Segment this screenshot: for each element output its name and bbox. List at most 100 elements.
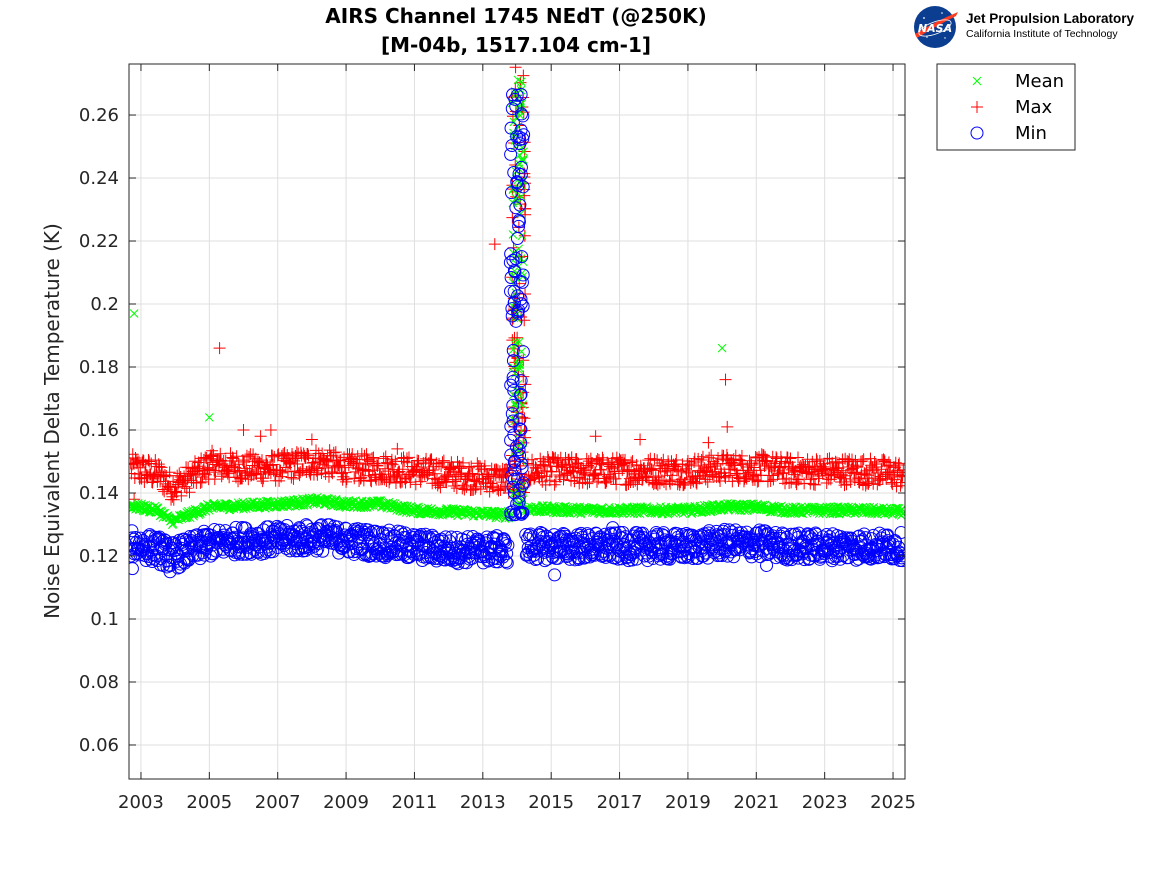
x-tick-label: 2017 <box>597 792 643 813</box>
legend-label: Max <box>1015 97 1053 118</box>
max-point <box>791 473 804 486</box>
max-point <box>236 472 249 485</box>
max-point <box>485 462 498 475</box>
logo-suborg: California Institute of Technology <box>966 28 1118 40</box>
max-point <box>747 468 760 481</box>
x-tick-label: 2021 <box>733 792 779 813</box>
max-point <box>169 481 182 494</box>
jpl-logo: NASA Jet Propulsion Laboratory Californi… <box>912 4 1162 50</box>
max-point <box>276 466 289 479</box>
max-point <box>461 470 474 483</box>
y-tick-label: 0.08 <box>79 672 119 693</box>
max-point <box>433 457 446 470</box>
max-point <box>275 449 288 462</box>
mean-point <box>751 502 761 512</box>
max-point <box>649 471 662 484</box>
max-point <box>474 483 487 496</box>
max-point <box>829 455 842 468</box>
max-point <box>155 461 168 474</box>
max-point <box>421 469 434 482</box>
max-point <box>685 457 698 470</box>
max-point <box>714 474 727 487</box>
max-point <box>443 463 456 476</box>
series-mean <box>129 75 905 530</box>
max-point <box>559 452 572 465</box>
series-max <box>129 64 905 506</box>
max-point <box>589 467 602 480</box>
max-spike-point <box>518 229 531 242</box>
max-point <box>725 456 738 469</box>
max-point <box>783 477 796 490</box>
y-tick-label: 0.06 <box>79 735 119 756</box>
max-point <box>823 452 836 465</box>
chart-subtitle: [M-04b, 1517.104 cm-1] <box>381 33 651 57</box>
max-point <box>832 462 845 475</box>
y-tick-label: 0.1 <box>90 609 119 630</box>
max-point <box>409 478 422 491</box>
max-outlier <box>305 433 318 446</box>
y-tick-label: 0.16 <box>79 420 119 441</box>
max-point <box>351 461 364 474</box>
max-point <box>285 471 298 484</box>
max-point <box>888 473 901 486</box>
max-point <box>340 475 353 488</box>
max-point <box>878 454 891 467</box>
max-point <box>478 459 491 472</box>
max-point <box>283 457 296 470</box>
max-point <box>196 470 209 483</box>
max-point <box>851 460 864 473</box>
max-point <box>163 466 176 479</box>
max-point <box>214 447 227 460</box>
max-point <box>558 469 571 482</box>
max-point <box>129 452 142 465</box>
max-point <box>745 459 758 472</box>
max-spike-point <box>506 211 519 224</box>
max-point <box>755 448 768 461</box>
max-point <box>784 452 797 465</box>
max-point <box>789 475 802 488</box>
max-point <box>808 462 821 475</box>
max-point <box>621 465 634 478</box>
max-point <box>205 450 218 463</box>
max-point <box>680 466 693 479</box>
max-point <box>468 475 481 488</box>
x-tick-label: 2011 <box>392 792 438 813</box>
max-spike-point <box>518 314 531 327</box>
max-point <box>449 475 462 488</box>
max-point <box>238 456 251 469</box>
max-point <box>440 476 453 489</box>
mean-point <box>572 502 581 512</box>
max-spike-point <box>519 288 532 301</box>
max-point <box>492 484 505 497</box>
max-point <box>287 472 300 485</box>
max-point <box>225 454 238 467</box>
max-point <box>301 448 314 461</box>
max-point <box>316 447 329 460</box>
max-point <box>379 450 392 463</box>
max-point <box>877 453 890 466</box>
max-point <box>309 444 322 457</box>
max-point <box>874 470 887 483</box>
max-point <box>335 467 348 480</box>
y-tick-label: 0.22 <box>79 231 119 252</box>
max-point <box>187 476 200 489</box>
max-point <box>761 475 774 488</box>
max-point <box>567 465 580 478</box>
max-point <box>266 458 279 471</box>
max-point <box>859 468 872 481</box>
max-point <box>478 463 491 476</box>
max-point <box>437 454 450 467</box>
max-point <box>195 475 208 488</box>
max-point <box>569 460 582 473</box>
max-point <box>595 457 608 470</box>
max-point <box>340 473 353 486</box>
max-point <box>645 463 658 476</box>
max-point <box>456 456 469 469</box>
max-point <box>817 457 830 470</box>
max-point <box>359 463 372 476</box>
max-point <box>884 471 897 484</box>
max-spike-point <box>519 202 532 215</box>
max-point <box>453 460 466 473</box>
max-point <box>379 462 392 475</box>
